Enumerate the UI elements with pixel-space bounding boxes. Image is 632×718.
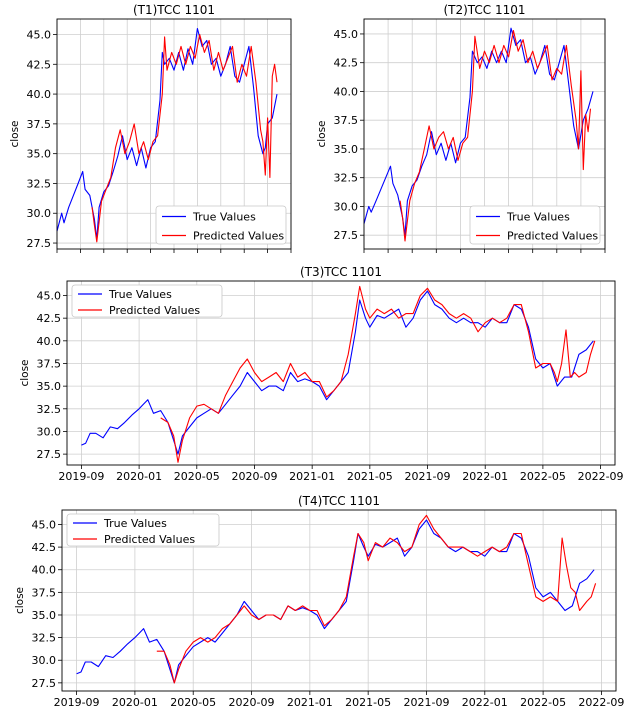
legend-label: True Values <box>192 211 256 224</box>
y-tick-label: 37.5 <box>334 114 359 127</box>
y-tick-label: 27.5 <box>37 448 62 461</box>
y-tick-label: 27.5 <box>32 677 57 690</box>
predicted-values-line <box>160 285 596 463</box>
y-tick-label: 35.0 <box>334 143 359 156</box>
legend-label: Predicted Values <box>193 230 284 243</box>
legend-box <box>71 284 223 318</box>
x-tick-label: 2022-01 <box>462 470 508 483</box>
chart-title: (T2)TCC 1101 <box>443 3 525 17</box>
predicted-values-line <box>91 33 278 243</box>
y-axis-label: close <box>316 120 328 147</box>
x-tick-label: 2022-05 <box>520 470 566 483</box>
true-values-line <box>76 519 595 684</box>
x-tick-label: 2021-09 <box>403 696 449 709</box>
y-tick-label: 32.5 <box>37 403 62 416</box>
y-tick-label: 42.5 <box>32 541 57 554</box>
x-tick-label: 2022-09 <box>578 470 624 483</box>
y-tick-label: 27.5 <box>27 237 52 250</box>
true-values-line <box>81 290 594 455</box>
legend-box <box>66 513 220 547</box>
y-tick-label: 37.5 <box>37 357 62 370</box>
legend: True Values Predicted Values <box>66 513 220 547</box>
x-tick-label: 2020-05 <box>170 696 216 709</box>
legend: True Values Predicted Values <box>469 205 601 245</box>
legend-label: True Values <box>108 288 172 301</box>
y-tick-label: 32.5 <box>27 177 52 190</box>
legend-label: Predicted Values <box>507 230 598 243</box>
x-tick-label: 2022-05 <box>520 696 566 709</box>
x-tick-label: 2020-09 <box>231 470 277 483</box>
chart-panel-3: 27.5 30.0 32.5 35.0 37.5 40.0 42.5 45.0 2019-09 2… <box>19 265 624 483</box>
predicted-values-line <box>156 514 597 684</box>
legend-label: True Values <box>506 211 570 224</box>
legend-box <box>469 205 601 245</box>
chart-panel-4: 27.5 30.0 32.5 35.0 37.5 40.0 42.5 45.0 2019-09 2… <box>14 494 624 709</box>
y-tick-label: 42.5 <box>27 58 52 71</box>
y-tick-label: 42.5 <box>334 57 359 70</box>
y-tick-label: 37.5 <box>27 118 52 131</box>
y-tick-label: 32.5 <box>334 172 359 185</box>
legend: True Values Predicted Values <box>71 284 223 318</box>
x-tick-label: 2019-09 <box>54 696 100 709</box>
x-tick-label: 2021-05 <box>347 470 393 483</box>
x-tick-label: 2021-09 <box>405 470 451 483</box>
y-tick-label: 45.0 <box>37 290 62 303</box>
legend-label: Predicted Values <box>104 533 195 546</box>
y-tick-label: 45.0 <box>32 518 57 531</box>
chart-title: (T4)TCC 1101 <box>298 494 380 508</box>
y-tick-label: 40.0 <box>37 335 62 348</box>
chart-title: (T1)TCC 1101 <box>133 3 215 17</box>
y-tick-label: 32.5 <box>32 632 57 645</box>
x-tick-label: 2021-05 <box>345 696 391 709</box>
x-tick-label: 2020-01 <box>112 696 158 709</box>
chart-panel-2: 27.5 30.0 32.5 35.0 37.5 40.0 42.5 45.0 (T2)TCC … <box>316 3 606 253</box>
plot-frame <box>61 509 617 692</box>
x-tick-label: 2020-01 <box>116 470 162 483</box>
y-tick-label: 30.0 <box>27 207 52 220</box>
predicted-values-line <box>399 29 592 242</box>
y-tick-label: 30.0 <box>334 200 359 213</box>
y-tick-label: 35.0 <box>32 609 57 622</box>
x-tick-label: 2020-09 <box>229 696 275 709</box>
y-tick-label: 40.0 <box>32 564 57 577</box>
y-tick-label: 27.5 <box>334 229 359 242</box>
y-tick-label: 40.0 <box>27 88 52 101</box>
legend-label: True Values <box>103 517 167 530</box>
legend-box <box>155 205 287 245</box>
chart-panel-1: 27.5 30.0 32.5 35.0 37.5 40.0 42.5 45.0 (T1)TCC … <box>9 3 292 253</box>
y-tick-label: 40.0 <box>334 85 359 98</box>
y-tick-label: 30.0 <box>37 425 62 438</box>
legend: True Values Predicted Values <box>155 205 287 245</box>
y-tick-label: 45.0 <box>27 28 52 41</box>
plot-frame <box>363 18 606 250</box>
y-tick-label: 37.5 <box>32 586 57 599</box>
x-tick-label: 2022-01 <box>462 696 508 709</box>
plot-frame <box>56 18 292 250</box>
y-tick-label: 30.0 <box>32 654 57 667</box>
x-tick-label: 2019-09 <box>58 470 104 483</box>
y-tick-label: 42.5 <box>37 312 62 325</box>
y-tick-label: 45.0 <box>334 28 359 41</box>
y-tick-label: 35.0 <box>37 380 62 393</box>
chart-title: (T3)TCC 1101 <box>300 265 382 279</box>
y-axis-label: close <box>19 359 31 386</box>
y-tick-label: 35.0 <box>27 148 52 161</box>
plot-frame <box>66 280 616 466</box>
x-tick-label: 2021-01 <box>289 470 335 483</box>
x-tick-label: 2020-05 <box>174 470 220 483</box>
x-tick-label: 2021-01 <box>287 696 333 709</box>
y-axis-label: close <box>14 587 26 614</box>
y-axis-label: close <box>9 120 21 147</box>
legend-label: Predicted Values <box>109 304 200 317</box>
x-tick-label: 2022-09 <box>578 696 624 709</box>
